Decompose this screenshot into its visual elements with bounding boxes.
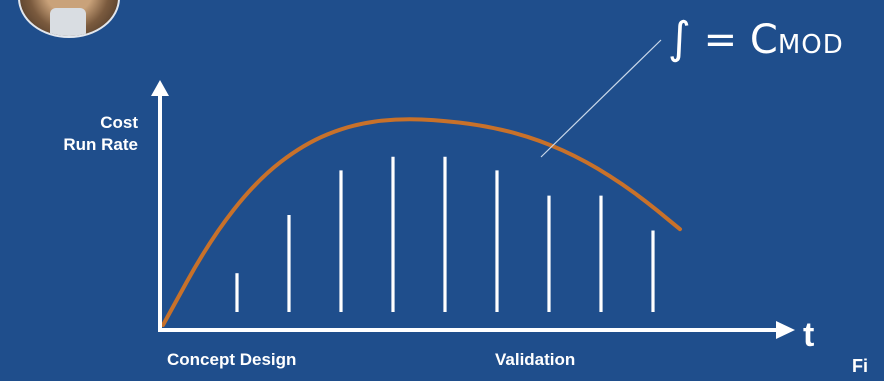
y-axis-label: Cost Run Rate — [63, 113, 138, 154]
bars-group — [235, 156, 655, 312]
formula-equals: = — [703, 17, 738, 63]
cost-curve — [161, 117, 682, 327]
formula: ∫ = CMOD — [668, 14, 844, 70]
integral-symbol: ∫ — [668, 13, 691, 64]
x-axis-arrowhead — [776, 321, 795, 339]
y-axis-arrowhead — [151, 80, 169, 96]
formula-subscript: MOD — [777, 30, 844, 60]
x-axis-label: t — [803, 316, 815, 354]
avatar-shirt — [50, 8, 86, 36]
formula-leader-line — [540, 39, 662, 158]
formula-c: C — [749, 17, 778, 63]
truncated-caption: Fi — [852, 356, 868, 376]
phase-label-validation: Validation — [495, 350, 576, 369]
phase-label-concept-design: Concept Design — [167, 350, 297, 369]
